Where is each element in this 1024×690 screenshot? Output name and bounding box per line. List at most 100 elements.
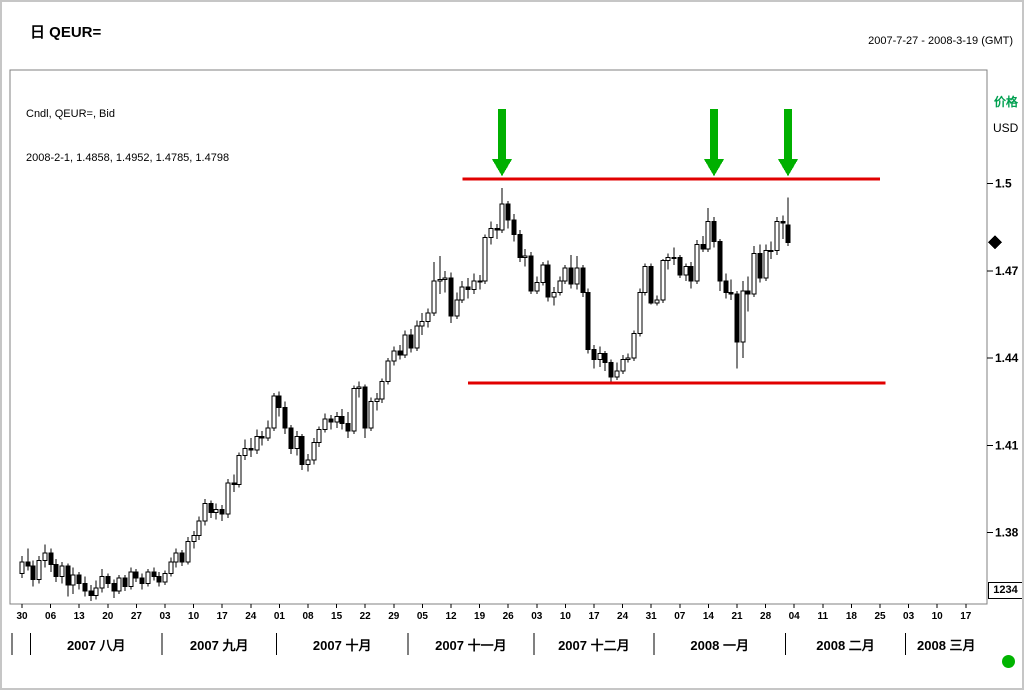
candle-body-up bbox=[522, 255, 528, 259]
month-label: 2008 三月 bbox=[917, 638, 976, 653]
candle-body-up bbox=[254, 436, 260, 451]
candle-body-down bbox=[728, 292, 734, 295]
candle-body-down bbox=[591, 348, 597, 361]
candle-body-down bbox=[179, 552, 185, 563]
candle-body-up bbox=[93, 587, 99, 596]
candle-body-up bbox=[168, 561, 174, 574]
candle-body-down bbox=[494, 228, 500, 231]
candle-body-down bbox=[517, 233, 523, 259]
candle-body-down bbox=[505, 203, 511, 221]
candle-body-down bbox=[282, 407, 288, 429]
candle-body-up bbox=[671, 257, 677, 260]
status-dot bbox=[1002, 655, 1015, 668]
month-label: 2007 十月 bbox=[313, 638, 372, 653]
x-tick-label: 03 bbox=[531, 611, 543, 622]
candle-body-up bbox=[665, 257, 671, 262]
candles[interactable] bbox=[19, 187, 791, 602]
y-axis-title: 价格 bbox=[994, 95, 1019, 109]
arrow-head bbox=[778, 159, 798, 177]
candle-body-up bbox=[191, 535, 197, 542]
x-tick-label: 10 bbox=[560, 611, 572, 622]
candle-body-down bbox=[82, 583, 88, 592]
candle-body-up bbox=[614, 370, 620, 378]
plot-border bbox=[9, 69, 988, 605]
scale-pager-box[interactable]: 1234 bbox=[988, 582, 1022, 599]
y-axis-currency-label: USD bbox=[993, 121, 1019, 135]
x-tick-label: 03 bbox=[903, 611, 915, 622]
candle-body-down bbox=[339, 415, 345, 425]
annotation-arrow-down[interactable] bbox=[778, 109, 798, 177]
candle-body-up bbox=[213, 508, 219, 513]
candle-body-up bbox=[368, 401, 374, 429]
month-label: 2007 八月 bbox=[67, 638, 126, 653]
x-tick-label: 17 bbox=[960, 611, 972, 622]
candle-body-up bbox=[42, 552, 48, 561]
candle-body-down bbox=[545, 264, 551, 298]
candle-body-up bbox=[551, 292, 557, 298]
candle-body-up bbox=[660, 260, 666, 301]
x-tick-label: 22 bbox=[360, 611, 372, 622]
candle-body-down bbox=[88, 590, 94, 596]
candle-body-up bbox=[631, 332, 637, 359]
candle-body-down bbox=[602, 353, 608, 363]
legend-ohlc-label: 2008-2-1, 1.4858, 1.4952, 1.4785, 1.4798 bbox=[26, 152, 230, 164]
candle-body-up bbox=[128, 571, 134, 588]
candle-body-up bbox=[763, 249, 769, 279]
candle-body-down bbox=[248, 447, 254, 451]
candle-body-up bbox=[442, 277, 448, 281]
candle-body-down bbox=[151, 571, 157, 577]
candle-body-down bbox=[397, 350, 403, 356]
candle-body-up bbox=[705, 220, 711, 250]
annotation-arrow-down[interactable] bbox=[492, 109, 512, 177]
candle-body-up bbox=[642, 265, 648, 294]
candle-body-up bbox=[683, 265, 689, 276]
month-label: 2008 二月 bbox=[816, 638, 875, 653]
candle-body-down bbox=[528, 255, 534, 292]
candle-body-down bbox=[700, 244, 706, 250]
x-tick-label: 12 bbox=[445, 611, 457, 622]
candle-body-up bbox=[242, 447, 248, 457]
candle-body-down bbox=[448, 277, 454, 317]
date-range-label: 2007-7-27 - 2008-3-19 (GMT) bbox=[868, 35, 1013, 47]
arrow-stem bbox=[498, 109, 506, 161]
x-tick-label: 05 bbox=[417, 611, 429, 622]
x-tick-label: 28 bbox=[760, 611, 772, 622]
candle-body-up bbox=[385, 360, 391, 382]
candle-body-up bbox=[768, 249, 774, 252]
arrow-stem bbox=[784, 109, 792, 161]
candle-body-down bbox=[568, 267, 574, 285]
x-tick-label: 03 bbox=[159, 611, 171, 622]
annotation-arrow-down[interactable] bbox=[704, 109, 724, 177]
candle-body-up bbox=[196, 520, 202, 537]
candle-body-down bbox=[780, 220, 786, 224]
candle-body-down bbox=[299, 436, 305, 465]
candle-body-down bbox=[785, 224, 791, 243]
candle-body-up bbox=[654, 299, 660, 304]
candle-body-up bbox=[225, 482, 231, 515]
candle-body-down bbox=[328, 418, 334, 423]
y-tick-label: 1.47 bbox=[995, 264, 1019, 278]
candle-body-up bbox=[534, 281, 540, 292]
candle-body-up bbox=[202, 503, 208, 522]
candle-body-up bbox=[59, 565, 65, 577]
candle-body-up bbox=[557, 280, 563, 294]
chart-legend: Cndl, QEUR=, Bid 2008-2-1, 1.4858, 1.495… bbox=[26, 108, 229, 164]
candle-body-up bbox=[454, 299, 460, 317]
candle-body-up bbox=[774, 220, 780, 251]
x-tick-label: 26 bbox=[503, 611, 515, 622]
x-tick-label: 10 bbox=[188, 611, 200, 622]
x-tick-label: 08 bbox=[302, 611, 314, 622]
candle-body-up bbox=[625, 357, 631, 361]
candle-body-down bbox=[65, 565, 71, 586]
y-tick-label: 1.38 bbox=[995, 526, 1019, 540]
candle-body-down bbox=[208, 503, 214, 513]
candle-body-up bbox=[145, 571, 151, 585]
candle-body-down bbox=[648, 265, 654, 304]
candle-body-up bbox=[322, 418, 328, 430]
candle-body-up bbox=[236, 455, 242, 486]
x-tick-label: 01 bbox=[274, 611, 286, 622]
candle-body-up bbox=[431, 280, 437, 314]
x-tick-label: 25 bbox=[874, 611, 886, 622]
x-tick-label: 17 bbox=[217, 611, 229, 622]
